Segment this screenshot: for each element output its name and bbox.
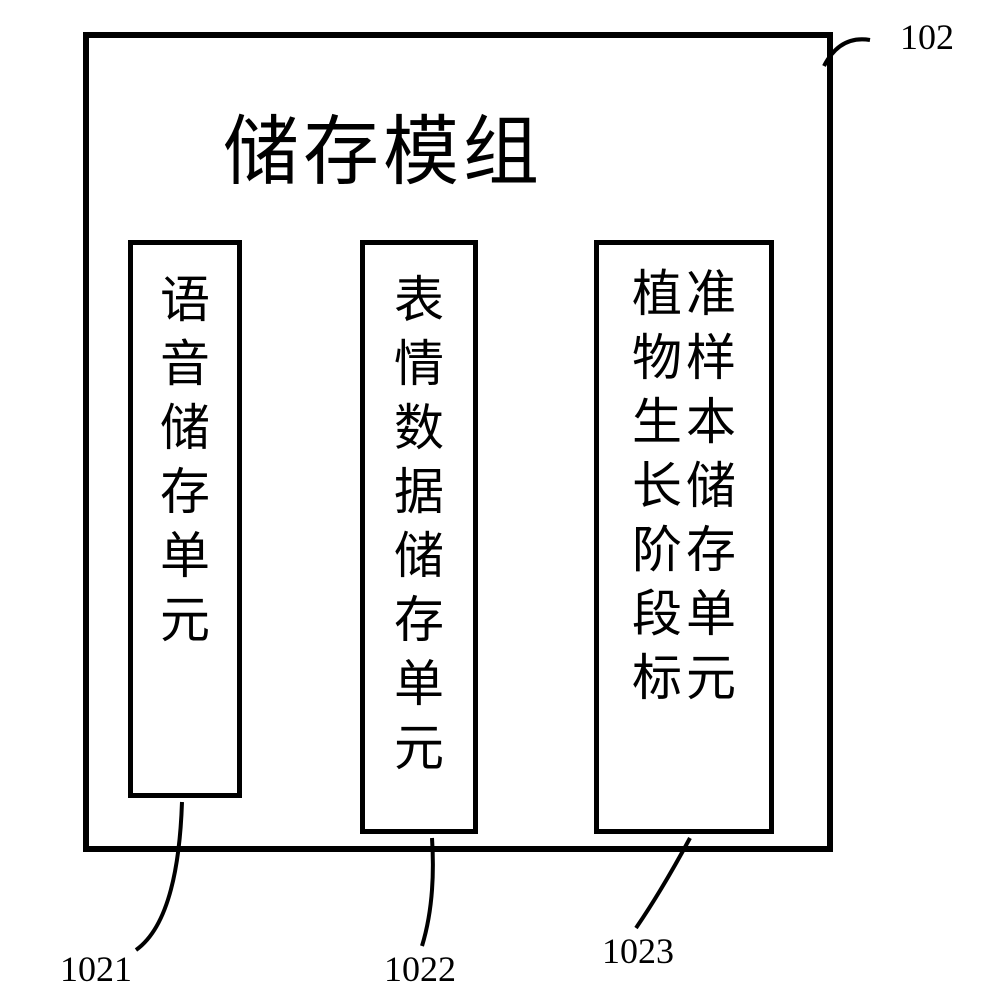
ref-label-102: 102 (900, 16, 954, 58)
ref-label-1022: 1022 (384, 948, 456, 990)
leader-1023 (0, 0, 989, 1000)
ref-label-1021: 1021 (60, 948, 132, 990)
ref-label-1023: 1023 (602, 930, 674, 972)
